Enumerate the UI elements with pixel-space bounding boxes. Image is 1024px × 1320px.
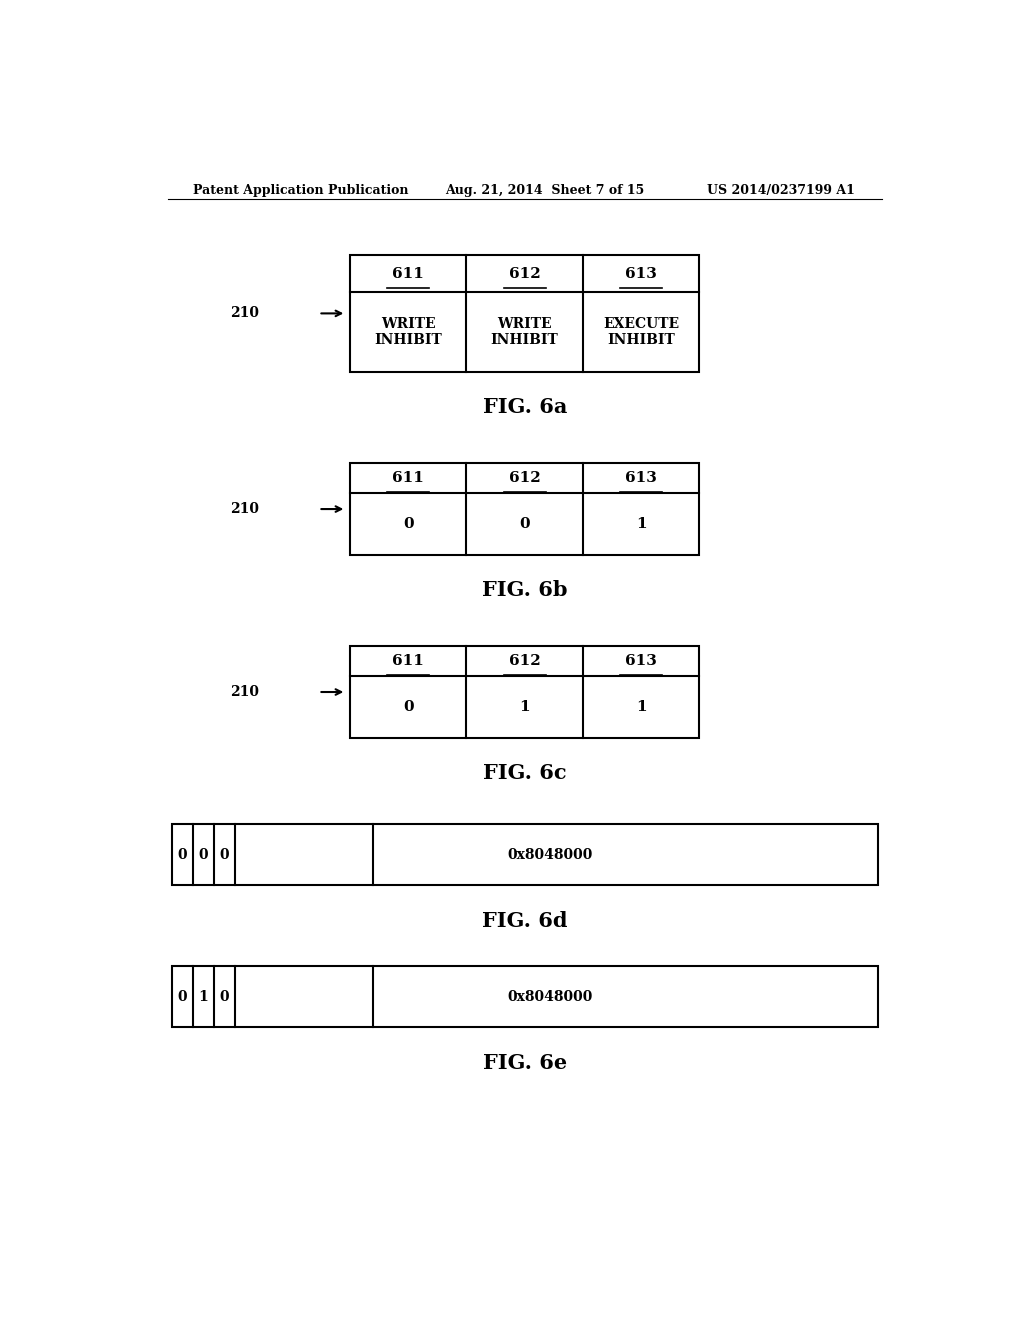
- Text: 612: 612: [509, 267, 541, 281]
- Text: 613: 613: [625, 267, 657, 281]
- Text: 0x8048000: 0x8048000: [507, 847, 593, 862]
- Text: 0: 0: [177, 847, 187, 862]
- Text: 1: 1: [199, 990, 208, 1005]
- Text: FIG. 6a: FIG. 6a: [482, 397, 567, 417]
- Text: 0: 0: [220, 990, 229, 1005]
- Text: 611: 611: [392, 471, 424, 484]
- Text: FIG. 6d: FIG. 6d: [482, 911, 567, 931]
- Text: 0: 0: [403, 700, 414, 714]
- Text: 613: 613: [625, 471, 657, 484]
- Text: FIG. 6c: FIG. 6c: [483, 763, 566, 783]
- Bar: [350, 647, 699, 738]
- Text: FIG. 6e: FIG. 6e: [482, 1053, 567, 1073]
- Text: 0: 0: [177, 990, 187, 1005]
- Text: EXECUTE
INHIBIT: EXECUTE INHIBIT: [603, 317, 679, 347]
- Text: WRITE
INHIBIT: WRITE INHIBIT: [490, 317, 558, 347]
- Bar: [172, 966, 878, 1027]
- Bar: [172, 824, 878, 886]
- Text: 0x8048000: 0x8048000: [507, 990, 593, 1005]
- Text: 612: 612: [509, 653, 541, 668]
- Text: FIG. 6b: FIG. 6b: [482, 581, 567, 601]
- Text: 210: 210: [230, 306, 259, 321]
- Text: 0: 0: [403, 516, 414, 531]
- Text: 210: 210: [230, 685, 259, 700]
- Bar: [350, 463, 699, 554]
- Text: US 2014/0237199 A1: US 2014/0237199 A1: [708, 183, 855, 197]
- Text: 1: 1: [519, 700, 530, 714]
- Text: 0: 0: [199, 847, 208, 862]
- Text: 1: 1: [636, 700, 646, 714]
- Text: 1: 1: [636, 516, 646, 531]
- Text: WRITE
INHIBIT: WRITE INHIBIT: [375, 317, 442, 347]
- Text: 210: 210: [230, 502, 259, 516]
- Text: 0: 0: [220, 847, 229, 862]
- Bar: [350, 255, 699, 372]
- Text: 611: 611: [392, 653, 424, 668]
- Text: Patent Application Publication: Patent Application Publication: [194, 183, 409, 197]
- Text: 613: 613: [625, 653, 657, 668]
- Text: Aug. 21, 2014  Sheet 7 of 15: Aug. 21, 2014 Sheet 7 of 15: [445, 183, 645, 197]
- Text: 611: 611: [392, 267, 424, 281]
- Text: 612: 612: [509, 471, 541, 484]
- Text: 0: 0: [519, 516, 530, 531]
